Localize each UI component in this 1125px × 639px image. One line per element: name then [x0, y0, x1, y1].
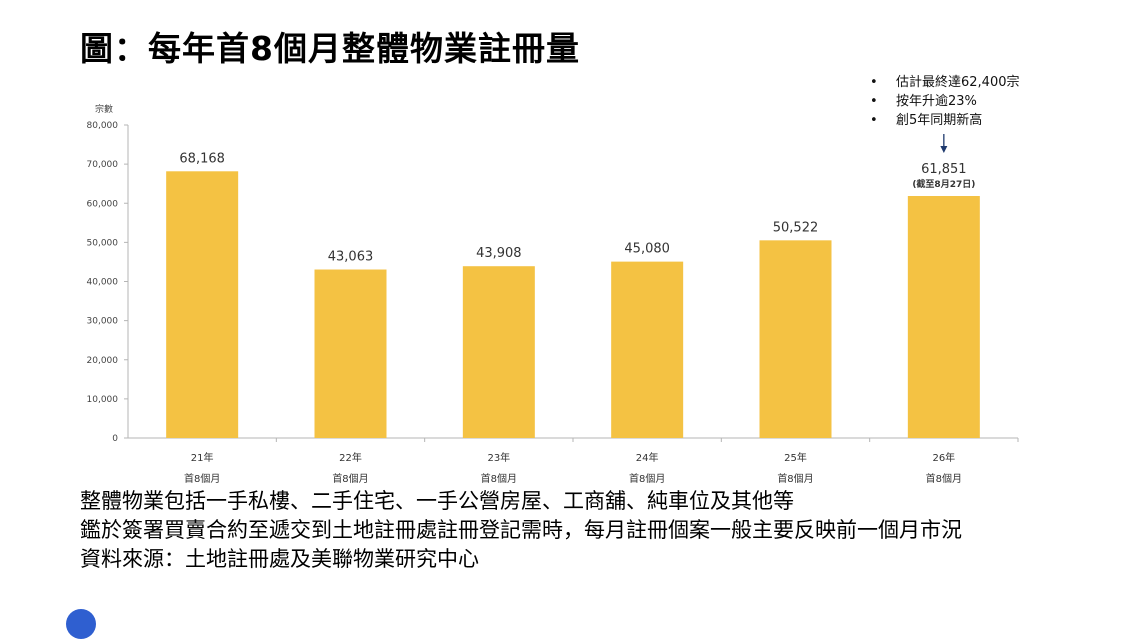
- y-tick-label: 60,000: [87, 199, 119, 209]
- data-label: 45,080: [624, 242, 670, 257]
- bar: [759, 240, 832, 438]
- annotation-note: (截至8月27日): [912, 178, 975, 190]
- x-tick-label: 25年: [784, 451, 807, 464]
- y-tick-label: 50,000: [87, 238, 119, 248]
- y-tick-label: 10,000: [87, 395, 119, 405]
- x-tick-sublabel: 首8個月: [332, 472, 368, 485]
- y-tick-label: 80,000: [87, 121, 119, 131]
- x-tick-sublabel: 首8個月: [777, 472, 813, 485]
- x-tick-label: 26年: [932, 451, 955, 464]
- y-tick-label: 20,000: [87, 356, 119, 366]
- footer-source: 資料來源：土地註冊處及美聯物業研究中心: [80, 547, 479, 571]
- page-title: 圖：每年首8個月整體物業註冊量: [80, 29, 580, 68]
- data-label: 61,851: [921, 162, 967, 177]
- bar-chart: 宗數 0 10,000 20,000 30,000 40,000 50,000 60,000 7…: [87, 103, 1019, 485]
- bar: [611, 261, 684, 438]
- x-tick-label: 21年: [191, 451, 214, 464]
- y-tick-label: 0: [112, 434, 118, 444]
- y-tick-label: 70,000: [87, 160, 119, 170]
- footer-line: 鑑於簽署買賣合約至遞交到土地註冊處註冊登記需時，每月註冊個案一般主要反映前一個月…: [80, 518, 962, 542]
- data-label: 43,063: [328, 250, 374, 265]
- y-tick-label: 30,000: [87, 317, 119, 327]
- x-tick-sublabel: 首8個月: [629, 472, 665, 485]
- bar: [907, 196, 980, 438]
- data-label: 50,522: [773, 220, 819, 235]
- annotation-arrowhead: [940, 146, 948, 153]
- x-tick-label: 24年: [636, 451, 659, 464]
- footer-line: 整體物業包括一手私樓、二手住宅、一手公營房屋、工商舖、純車位及其他等: [80, 489, 794, 513]
- data-label: 68,168: [179, 151, 225, 166]
- y-axis-label: 宗數: [95, 103, 113, 115]
- bar: [462, 266, 535, 438]
- x-tick-label: 22年: [339, 451, 362, 464]
- y-tick-label: 40,000: [87, 278, 119, 288]
- data-label: 43,908: [476, 246, 522, 261]
- footer-notes: 整體物業包括一手私樓、二手住宅、一手公營房屋、工商舖、純車位及其他等 鑑於簽署買…: [80, 487, 1070, 574]
- annotation-bullet: 估計最終達62,400宗: [866, 73, 1020, 92]
- x-tick-sublabel: 首8個月: [926, 472, 962, 485]
- annotation-bullet: 創5年同期新高: [866, 111, 1020, 130]
- bar: [314, 269, 387, 438]
- x-tick-sublabel: 首8個月: [184, 472, 220, 485]
- corner-dot: [66, 609, 96, 639]
- bar: [166, 171, 239, 438]
- annotation-bullet: 按年升逾23%: [866, 92, 1020, 111]
- x-tick-sublabel: 首8個月: [481, 472, 517, 485]
- x-tick-label: 23年: [487, 451, 510, 464]
- annotation-notes: 估計最終達62,400宗 按年升逾23% 創5年同期新高: [866, 73, 1020, 130]
